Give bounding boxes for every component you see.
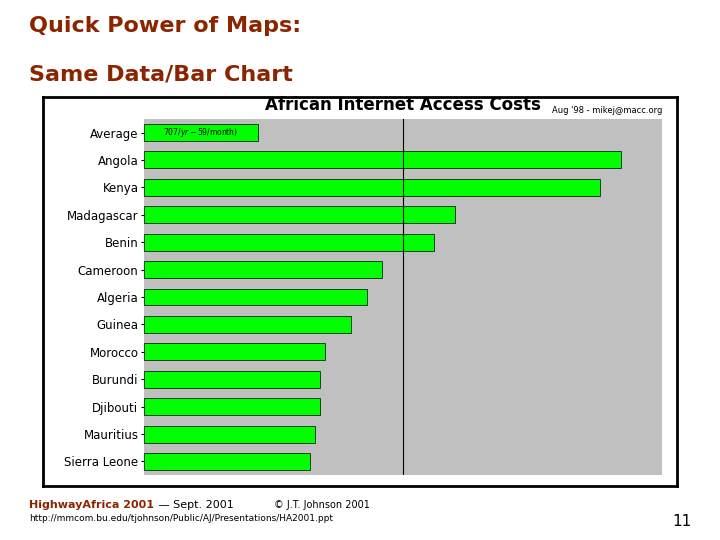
- Bar: [144, 261, 382, 278]
- Text: © J.T. Johnson 2001: © J.T. Johnson 2001: [274, 500, 369, 510]
- Bar: [144, 453, 310, 470]
- Title: African Internet Access Costs: African Internet Access Costs: [265, 97, 541, 114]
- Bar: [144, 316, 351, 333]
- Text: Same Data/Bar Chart: Same Data/Bar Chart: [29, 65, 292, 85]
- Text: Quick Power of Maps:: Quick Power of Maps:: [29, 16, 301, 36]
- Bar: [144, 179, 600, 196]
- Text: $707/yr - $59/month): $707/yr - $59/month): [163, 126, 238, 139]
- Bar: [144, 234, 434, 251]
- Bar: [144, 343, 325, 360]
- Bar: [144, 371, 320, 388]
- Bar: [144, 288, 367, 306]
- Text: — Sept. 2001: — Sept. 2001: [155, 500, 233, 510]
- Bar: [144, 151, 621, 168]
- Text: HighwayAfrica 2001: HighwayAfrica 2001: [29, 500, 154, 510]
- Bar: [144, 426, 315, 443]
- Bar: [144, 206, 455, 223]
- Text: http://mmcom.bu.edu/tjohnson/Public/AJ/Presentations/HA2001.ppt: http://mmcom.bu.edu/tjohnson/Public/AJ/P…: [29, 514, 333, 523]
- Bar: [144, 398, 320, 415]
- Text: 11: 11: [672, 514, 691, 529]
- Bar: [144, 124, 258, 141]
- Text: Aug '98 - mikej@macc.org: Aug '98 - mikej@macc.org: [552, 106, 662, 115]
